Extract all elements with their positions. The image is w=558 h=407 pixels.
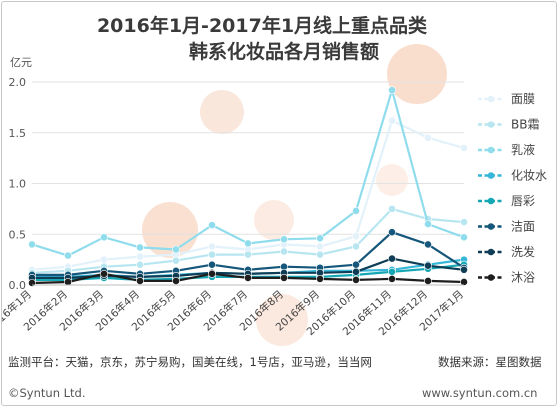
y-tick-label: 0.0 xyxy=(9,279,27,292)
data-point xyxy=(136,260,144,269)
legend-marker xyxy=(487,197,495,205)
legend-label: 洗发 xyxy=(511,244,535,259)
data-point xyxy=(352,267,360,276)
chart-title: 2016年1月-2017年1月线上重点品类 xyxy=(96,15,428,37)
data-point xyxy=(208,242,216,251)
y-tick-label: 0.5 xyxy=(9,228,27,241)
data-point xyxy=(172,277,180,285)
data-point xyxy=(280,273,288,282)
data-point xyxy=(28,240,36,249)
y-axis-unit-label: 亿元 xyxy=(10,56,32,69)
data-point xyxy=(244,273,252,282)
copyright: ©Syntun Ltd. xyxy=(8,386,86,400)
bubble-decoration xyxy=(200,90,244,134)
monitoring-platforms: 监测平台：天猫，京东，苏宁易购，国美在线，1号店，亚马逊，当当网 xyxy=(8,355,372,369)
data-point xyxy=(136,277,144,285)
data-point xyxy=(208,221,216,230)
data-point xyxy=(352,276,360,284)
legend-label: 洁面 xyxy=(511,220,535,234)
data-point xyxy=(352,207,360,215)
data-point xyxy=(172,245,180,254)
chart-subtitle: 韩系化妆品各月销售额 xyxy=(188,41,379,63)
data-point xyxy=(244,239,252,248)
data-point xyxy=(424,133,432,142)
legend-label: 唇彩 xyxy=(511,194,535,208)
legend-marker xyxy=(487,121,495,128)
data-point xyxy=(424,240,432,249)
y-tick-label: 1.0 xyxy=(9,178,27,191)
y-tick-label: 2.0 xyxy=(9,76,27,89)
data-point xyxy=(280,247,288,256)
data-point xyxy=(136,252,144,261)
data-point xyxy=(208,250,216,259)
data-point xyxy=(460,265,468,274)
bubble-decoration xyxy=(387,44,447,104)
data-point xyxy=(460,144,468,152)
data-point xyxy=(388,254,396,263)
data-point xyxy=(388,204,396,213)
data-point xyxy=(388,116,396,125)
y-tick-label: 1.5 xyxy=(9,127,27,140)
data-point xyxy=(64,278,72,286)
data-point xyxy=(352,232,360,241)
data-point xyxy=(460,218,468,226)
data-point xyxy=(316,250,324,259)
series-lines xyxy=(28,86,468,287)
data-point xyxy=(388,275,396,283)
data-point xyxy=(460,278,468,286)
data-point xyxy=(244,250,252,259)
data-point xyxy=(100,269,108,278)
data-point xyxy=(280,235,288,244)
data-point xyxy=(316,242,324,251)
data-point xyxy=(424,261,432,270)
legend-marker xyxy=(487,95,495,103)
background-bubbles xyxy=(142,44,447,346)
data-point xyxy=(100,255,108,264)
legend-marker xyxy=(487,223,495,230)
data-point xyxy=(316,275,324,283)
data-point xyxy=(100,233,108,242)
data-point xyxy=(388,228,396,237)
data-point xyxy=(460,233,468,242)
bubble-decoration xyxy=(256,294,308,346)
legend-label: 乳液 xyxy=(511,142,535,157)
website-link[interactable]: www.syntun.com.cn xyxy=(422,386,538,400)
legend-label: 沐浴 xyxy=(511,271,535,285)
legend-marker xyxy=(487,172,495,179)
legend-label: BB霜 xyxy=(511,118,539,132)
data-point xyxy=(208,260,216,269)
data-point xyxy=(316,234,324,243)
bubble-decoration xyxy=(254,200,294,240)
data-point xyxy=(388,267,396,276)
data-point xyxy=(136,243,144,252)
data-point xyxy=(172,256,180,265)
data-point xyxy=(424,220,432,228)
legend-marker xyxy=(487,146,495,154)
data-point xyxy=(208,269,216,278)
legend-marker xyxy=(487,274,495,281)
legend-label: 面膜 xyxy=(511,92,535,106)
data-point xyxy=(64,251,72,260)
bubble-decoration xyxy=(376,164,408,196)
data-point xyxy=(388,86,396,95)
data-point xyxy=(424,277,432,285)
data-point xyxy=(352,260,360,269)
data-point xyxy=(352,242,360,251)
data-source: 数据来源：星图数据 xyxy=(438,355,542,369)
legend-label: 化妆水 xyxy=(511,169,547,183)
legend-marker xyxy=(487,248,495,256)
